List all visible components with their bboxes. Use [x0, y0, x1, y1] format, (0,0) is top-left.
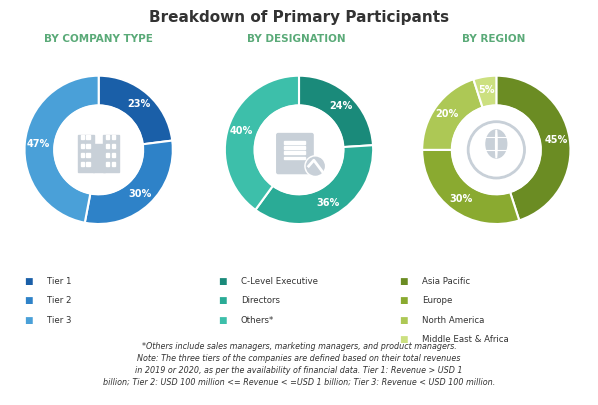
Text: Directors: Directors [241, 296, 280, 305]
Bar [81, 135, 84, 139]
Text: Tier 3: Tier 3 [47, 316, 71, 325]
Circle shape [306, 157, 324, 175]
Circle shape [468, 122, 524, 178]
FancyBboxPatch shape [277, 134, 313, 174]
Bar [106, 162, 109, 166]
Text: BY COMPANY TYPE: BY COMPANY TYPE [44, 34, 153, 45]
Text: BY REGION: BY REGION [462, 34, 525, 45]
Circle shape [54, 105, 143, 194]
Circle shape [469, 123, 523, 177]
Bar [106, 153, 109, 157]
Bar [284, 141, 305, 144]
Bar [81, 162, 84, 166]
Text: 30%: 30% [129, 189, 152, 199]
Wedge shape [85, 141, 173, 224]
Wedge shape [299, 76, 373, 147]
Bar [78, 135, 94, 172]
Wedge shape [25, 76, 99, 223]
Text: Middle East & Africa: Middle East & Africa [422, 335, 509, 344]
Text: BY DESIGNATION: BY DESIGNATION [247, 34, 345, 45]
Bar [87, 135, 90, 139]
Bar [106, 144, 109, 148]
Text: ■: ■ [399, 335, 408, 344]
Text: ■: ■ [399, 316, 408, 325]
Text: ■: ■ [218, 296, 227, 305]
Ellipse shape [486, 130, 507, 158]
Bar [112, 153, 115, 157]
Text: 5%: 5% [478, 85, 495, 95]
Text: 24%: 24% [329, 100, 352, 111]
Text: Others*: Others* [241, 316, 274, 325]
Ellipse shape [496, 130, 497, 158]
Text: ■: ■ [399, 296, 408, 305]
Bar [112, 135, 115, 139]
Bar [87, 144, 90, 148]
Text: Asia Pacific: Asia Pacific [422, 277, 470, 286]
Text: North America: North America [422, 316, 484, 325]
Bar [284, 151, 305, 154]
Text: 47%: 47% [26, 139, 50, 149]
Wedge shape [422, 150, 519, 224]
Bar [93, 144, 105, 172]
Text: Europe: Europe [422, 296, 453, 305]
Circle shape [452, 105, 541, 194]
Wedge shape [474, 76, 496, 108]
Text: 30%: 30% [449, 194, 472, 204]
Text: ■: ■ [218, 316, 227, 325]
Text: Tier 1: Tier 1 [47, 277, 71, 286]
Text: ■: ■ [218, 277, 227, 286]
Wedge shape [422, 79, 483, 150]
Bar [284, 156, 305, 160]
Text: C-Level Executive: C-Level Executive [241, 277, 318, 286]
Wedge shape [255, 145, 373, 224]
Wedge shape [99, 76, 172, 144]
Text: 40%: 40% [230, 126, 253, 136]
Bar [87, 153, 90, 157]
Bar [284, 146, 305, 149]
Text: *Others include sales managers, marketing managers, and product managers.
Note: : *Others include sales managers, marketin… [103, 342, 495, 387]
Bar [112, 144, 115, 148]
Circle shape [255, 105, 343, 194]
Text: Breakdown of Primary Participants: Breakdown of Primary Participants [149, 10, 449, 25]
Bar [81, 144, 84, 148]
Text: ■: ■ [24, 277, 32, 286]
Text: ■: ■ [399, 277, 408, 286]
Bar [112, 162, 115, 166]
Bar [106, 135, 109, 139]
Text: 45%: 45% [545, 135, 568, 145]
Text: 23%: 23% [127, 99, 151, 109]
Wedge shape [496, 76, 570, 220]
Circle shape [305, 156, 326, 177]
Wedge shape [225, 76, 299, 210]
Bar [87, 162, 90, 166]
Text: 20%: 20% [435, 109, 459, 119]
Text: ■: ■ [24, 316, 32, 325]
Bar [103, 135, 120, 172]
Bar [81, 153, 84, 157]
Text: 36%: 36% [317, 198, 340, 208]
Text: ■: ■ [24, 296, 32, 305]
Text: Tier 2: Tier 2 [47, 296, 71, 305]
